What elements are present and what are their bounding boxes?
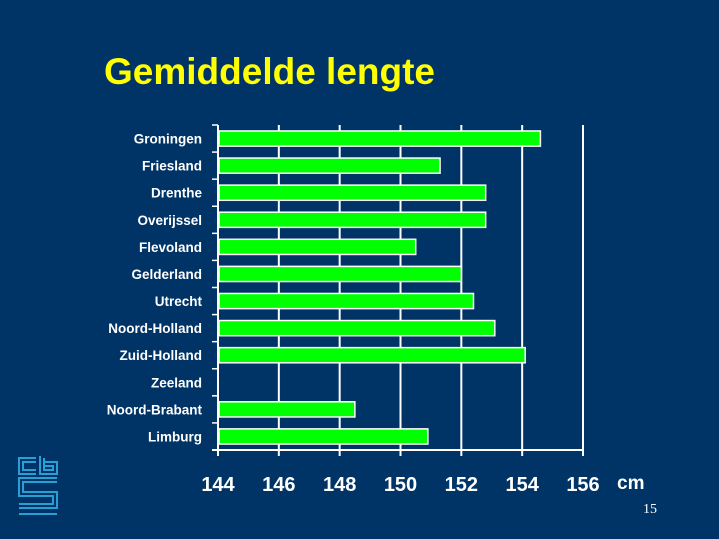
x-tick-label: 150 <box>384 474 417 496</box>
category-label: Flevoland <box>139 240 202 255</box>
x-tick-label: 156 <box>566 474 599 496</box>
page-title: Gemiddelde lengte <box>104 51 436 92</box>
bar <box>218 238 417 256</box>
bar <box>218 184 487 202</box>
bar <box>218 319 496 337</box>
bar <box>218 292 475 310</box>
bar <box>218 130 542 147</box>
category-label: Gelderland <box>131 267 202 282</box>
category-label: Drenthe <box>151 186 202 201</box>
bar <box>218 157 441 174</box>
bar <box>218 401 356 418</box>
category-label: Utrecht <box>155 294 203 309</box>
x-axis-unit-label: cm <box>617 473 644 494</box>
category-label: Friesland <box>142 159 202 174</box>
bar <box>218 211 487 229</box>
x-tick-label: 146 <box>262 474 295 496</box>
x-tick-label: 154 <box>505 474 539 496</box>
page-number: 15 <box>643 502 657 517</box>
x-tick-label: 148 <box>323 474 356 496</box>
bar <box>218 265 463 283</box>
category-label: Noord-Holland <box>108 321 202 336</box>
category-label: Zeeland <box>151 375 202 390</box>
category-label: Groningen <box>134 132 202 147</box>
x-tick-label: 152 <box>445 474 478 496</box>
category-label: Overijssel <box>137 213 202 228</box>
bar <box>218 428 429 445</box>
cbs-logo-icon <box>18 456 58 515</box>
x-tick-label: 144 <box>201 474 235 496</box>
category-label: Limburg <box>148 429 202 444</box>
bar <box>218 346 526 364</box>
category-label: Noord-Brabant <box>107 402 203 417</box>
category-label: Zuid-Holland <box>120 348 202 363</box>
